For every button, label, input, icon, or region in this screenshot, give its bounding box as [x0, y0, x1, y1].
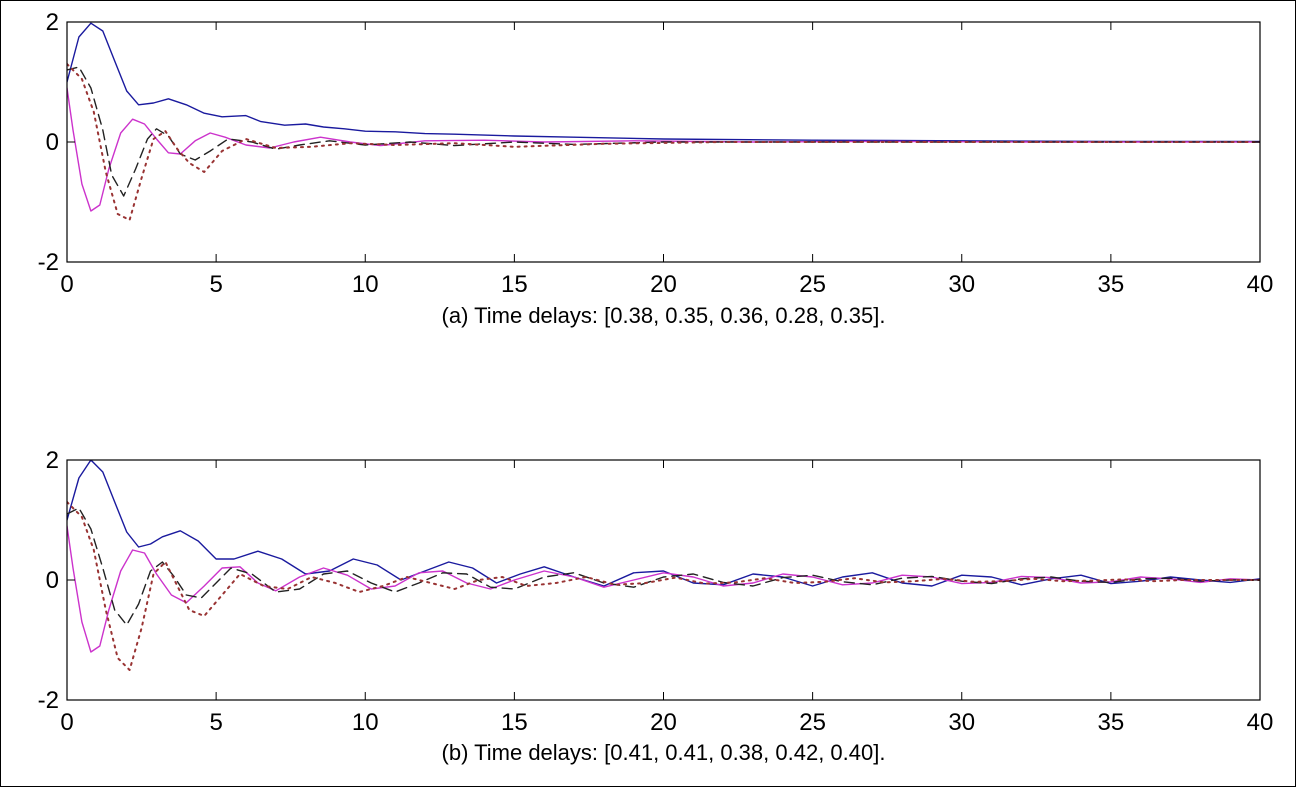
series-line-2: [67, 87, 1260, 212]
axes-box: [66, 459, 1261, 701]
x-tick-label: 30: [948, 709, 975, 736]
series-line-2: [67, 525, 1260, 653]
x-tick-label: 25: [799, 271, 826, 298]
panel-caption: (b) Time delays: [0.41, 0.41, 0.38, 0.42…: [442, 740, 886, 765]
x-tick-label: 40: [1247, 709, 1274, 736]
y-tick-label: 0: [46, 129, 59, 156]
x-tick-label: 5: [209, 271, 222, 298]
series-line-1: [67, 22, 1260, 143]
x-tick-label: 20: [650, 271, 677, 298]
x-tick-label: 0: [60, 709, 73, 736]
x-tick-label: 15: [501, 271, 528, 298]
series-group: [67, 460, 1260, 671]
x-tick-label: 20: [650, 709, 677, 736]
x-tick-label: 40: [1247, 271, 1274, 298]
x-tick-label: 25: [799, 709, 826, 736]
y-tick-label: -2: [38, 249, 59, 276]
x-tick-label: 10: [352, 271, 379, 298]
y-tick-label: 2: [46, 9, 59, 36]
x-tick-label: 15: [501, 709, 528, 736]
panel-a: 0 5 10 15 20 25 30 35 40-202(a) Time delays: [0.…: [38, 9, 1274, 328]
series-line-4: [67, 63, 1260, 221]
series-line-3: [67, 507, 1260, 626]
x-tick-label: 35: [1098, 709, 1125, 736]
y-tick-label: 0: [46, 567, 59, 594]
x-tick-label: 30: [948, 271, 975, 298]
series-line-4: [67, 501, 1260, 671]
x-tick-label: 35: [1098, 271, 1125, 298]
panel-caption: (a) Time delays: [0.38, 0.35, 0.36, 0.28…: [442, 303, 886, 328]
x-tick-label: 10: [352, 709, 379, 736]
series-group: [67, 22, 1260, 221]
series-line-3: [67, 66, 1260, 197]
x-tick-label: 5: [209, 709, 222, 736]
y-tick-label: -2: [38, 687, 59, 714]
panel-b: 0 5 10 15 20 25 30 35 40-202(b) Time delays: [0.…: [38, 447, 1274, 765]
series-line-1: [67, 460, 1260, 587]
x-tick-label: 0: [60, 271, 73, 298]
y-tick-label: 2: [46, 447, 59, 474]
